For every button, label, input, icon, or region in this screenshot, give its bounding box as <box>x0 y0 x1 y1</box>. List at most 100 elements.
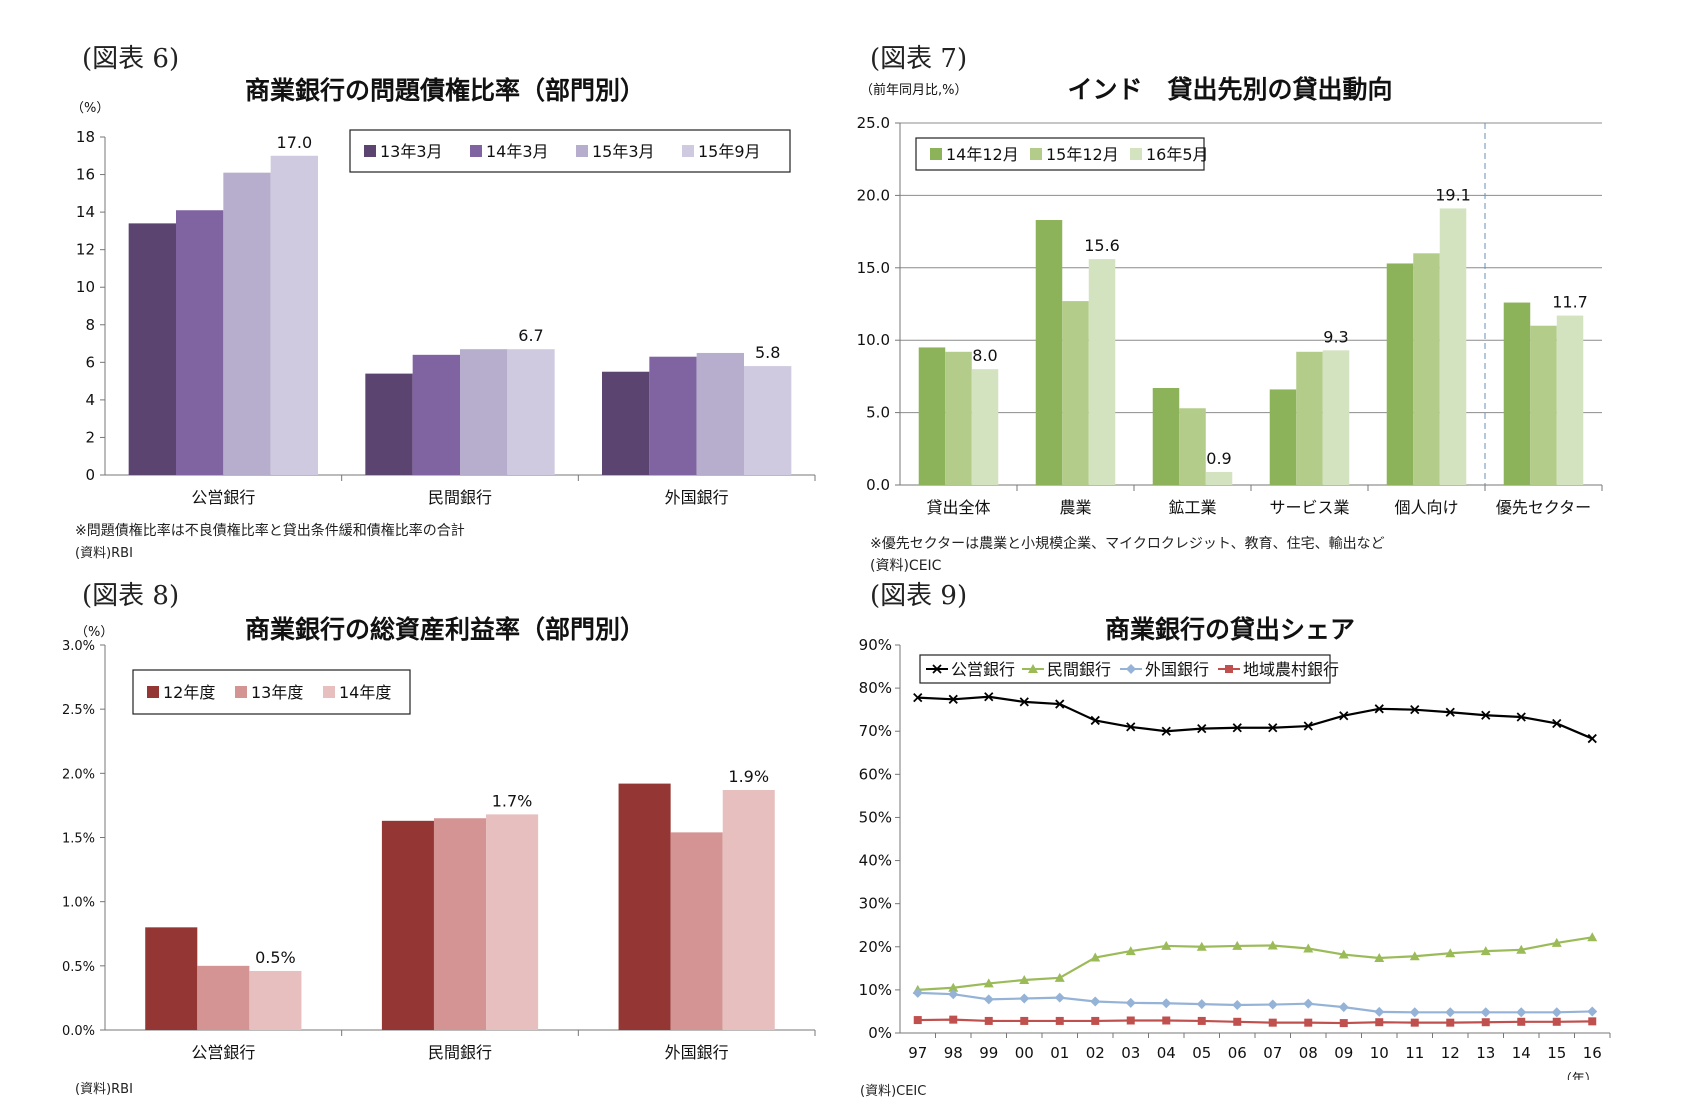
point <box>1338 949 1349 959</box>
chart-title: インド 貸出先別の貸出動向 <box>1067 75 1392 104</box>
figure-7-source: (資料)CEIC <box>870 558 942 574</box>
figure-9-source: (資料)CEIC <box>860 1084 927 1099</box>
y-tick-label: 0.5% <box>62 960 95 975</box>
bar <box>460 349 508 475</box>
x-tick-label: 02 <box>1086 1044 1105 1062</box>
bar <box>249 970 302 1030</box>
series-line <box>917 695 1593 740</box>
x-tick-label: 貸出全体 <box>926 498 990 517</box>
bar <box>1386 263 1414 485</box>
bar <box>1556 315 1584 485</box>
bar <box>145 927 198 1030</box>
point <box>1339 1019 1348 1028</box>
data-label: 6.7 <box>518 326 543 345</box>
y-tick-label: 0 <box>85 466 95 484</box>
legend-label: 地域農村銀行 <box>1243 660 1339 679</box>
legend-swatch <box>576 145 588 157</box>
y-tick-label: 12 <box>76 241 95 259</box>
chart-title: 商業銀行の問題債権比率（部門別） <box>245 76 645 105</box>
legend-label: 14年度 <box>339 683 391 702</box>
legend-swatch <box>930 148 942 160</box>
bar <box>971 369 999 485</box>
series-line <box>917 1018 1593 1025</box>
point <box>1268 1018 1277 1027</box>
point <box>948 989 959 1000</box>
data-label: 9.3 <box>1323 327 1348 346</box>
point <box>948 982 959 992</box>
bar <box>1062 301 1089 485</box>
point <box>1161 998 1172 1009</box>
y-tick-label: 40% <box>859 852 892 870</box>
y-tick-label: 30% <box>859 895 892 913</box>
point <box>913 1016 922 1025</box>
point <box>1126 1016 1135 1025</box>
point <box>1054 992 1065 1003</box>
y-tick-label: 15.0 <box>857 259 890 277</box>
bar <box>602 371 650 475</box>
data-label: 5.8 <box>755 343 780 362</box>
x-tick-label: 民間銀行 <box>428 1043 492 1060</box>
figure-6-source: (資料)RBI <box>75 546 133 561</box>
point <box>912 987 923 998</box>
x-tick-label: 13 <box>1476 1044 1495 1062</box>
point <box>1232 940 1243 950</box>
y-tick-label: 2.5% <box>62 703 95 718</box>
legend-label: 民間銀行 <box>1047 660 1111 679</box>
point <box>1232 999 1243 1010</box>
point <box>1197 723 1207 734</box>
point <box>1552 1017 1561 1026</box>
point <box>984 692 994 702</box>
point <box>1409 951 1420 961</box>
point <box>1303 943 1314 953</box>
legend-swatch <box>147 686 159 698</box>
x-tick-label: 07 <box>1263 1044 1282 1062</box>
point <box>1303 721 1313 731</box>
data-label: 1.9% <box>728 767 769 786</box>
point <box>1374 1006 1385 1017</box>
point <box>1090 996 1101 1007</box>
legend-box <box>349 129 791 173</box>
bar <box>365 373 413 475</box>
x-tick-label: 民間銀行 <box>428 488 492 507</box>
point <box>1161 726 1171 736</box>
legend-swatch <box>682 145 694 157</box>
data-label: 8.0 <box>972 346 997 365</box>
y-tick-label: 90% <box>859 636 892 654</box>
point <box>1410 1018 1419 1027</box>
x-tick-label: 12 <box>1441 1044 1460 1062</box>
point <box>1516 712 1526 722</box>
point <box>1225 665 1233 673</box>
point <box>1551 937 1562 947</box>
data-label: 0.5% <box>255 948 296 967</box>
bar <box>945 351 972 485</box>
point <box>1233 1017 1242 1026</box>
point <box>1196 999 1207 1010</box>
x-tick-label: 外国銀行 <box>665 488 729 507</box>
point <box>1054 972 1065 982</box>
legend-label: 14年3月 <box>486 142 549 161</box>
y-tick-label: 4 <box>85 391 95 409</box>
chart-title: 商業銀行の貸出シェア <box>1105 615 1355 644</box>
bar <box>197 965 250 1030</box>
bar <box>722 790 775 1030</box>
legend-swatch <box>323 686 335 698</box>
y-tick-label: 80% <box>859 679 892 697</box>
data-label: 19.1 <box>1435 185 1471 204</box>
x-tick-label: 09 <box>1334 1044 1353 1062</box>
y-tick-label: 20.0 <box>857 186 890 204</box>
y-tick-label: 0% <box>868 1024 892 1042</box>
y-tick-label: 6 <box>85 353 95 371</box>
x-tick-label: 鉱工業 <box>1168 498 1216 517</box>
point <box>1445 707 1455 717</box>
y-tick-label: 70% <box>859 722 892 740</box>
point <box>932 664 942 674</box>
figure-8-label: (図表 8) <box>82 581 180 611</box>
legend-label: 13年度 <box>251 683 303 702</box>
bar <box>128 223 176 475</box>
point <box>1588 1017 1597 1026</box>
bar <box>412 354 460 475</box>
x-tick-label: 個人向け <box>1394 498 1458 517</box>
x-tick-label: 01 <box>1050 1044 1069 1062</box>
y-tick-label: 10% <box>859 981 892 999</box>
bar <box>270 155 318 475</box>
